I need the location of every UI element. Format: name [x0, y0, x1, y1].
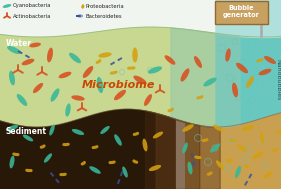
Ellipse shape [47, 48, 53, 62]
Ellipse shape [232, 83, 238, 97]
Ellipse shape [235, 166, 241, 178]
Ellipse shape [237, 145, 247, 151]
Ellipse shape [165, 55, 175, 65]
Ellipse shape [236, 63, 248, 73]
Text: Bacteroidetes: Bacteroidetes [85, 13, 122, 19]
Ellipse shape [187, 162, 192, 174]
Ellipse shape [6, 125, 18, 131]
Ellipse shape [148, 66, 162, 74]
Ellipse shape [153, 132, 163, 138]
Ellipse shape [29, 43, 41, 47]
Ellipse shape [114, 90, 126, 100]
Ellipse shape [213, 125, 223, 131]
Ellipse shape [252, 151, 264, 159]
Ellipse shape [89, 166, 101, 174]
Ellipse shape [203, 77, 217, 86]
Ellipse shape [142, 139, 148, 151]
Ellipse shape [216, 160, 224, 170]
Ellipse shape [33, 83, 43, 93]
Ellipse shape [7, 46, 21, 54]
Ellipse shape [259, 69, 271, 75]
Ellipse shape [51, 88, 60, 102]
Ellipse shape [225, 48, 231, 62]
Ellipse shape [69, 53, 81, 63]
Ellipse shape [44, 153, 52, 163]
FancyBboxPatch shape [214, 1, 268, 23]
Ellipse shape [144, 94, 152, 106]
Ellipse shape [149, 165, 161, 171]
Text: Actinobacteria: Actinobacteria [13, 13, 51, 19]
Ellipse shape [122, 167, 128, 177]
Ellipse shape [49, 125, 55, 136]
Text: Sediment: Sediment [6, 128, 47, 136]
Ellipse shape [263, 172, 273, 178]
Ellipse shape [9, 71, 15, 85]
Text: Proteobacteria: Proteobacteria [85, 4, 124, 9]
Ellipse shape [246, 76, 254, 88]
Text: Cyanobacteria: Cyanobacteria [13, 4, 51, 9]
Ellipse shape [22, 59, 34, 65]
Ellipse shape [98, 52, 112, 58]
Ellipse shape [72, 129, 84, 135]
Ellipse shape [10, 156, 15, 168]
Ellipse shape [3, 4, 11, 8]
Ellipse shape [181, 68, 189, 82]
Text: Microbiome: Microbiome [81, 80, 155, 90]
Ellipse shape [100, 126, 110, 134]
Ellipse shape [132, 47, 138, 63]
Ellipse shape [210, 143, 220, 153]
Text: Bubble
generator: Bubble generator [223, 5, 259, 19]
Ellipse shape [23, 135, 33, 141]
Ellipse shape [133, 76, 147, 84]
Ellipse shape [97, 77, 103, 93]
Ellipse shape [71, 95, 85, 101]
Ellipse shape [83, 66, 93, 78]
Text: Nanobubbles: Nanobubbles [275, 59, 280, 101]
Ellipse shape [182, 124, 194, 132]
Ellipse shape [194, 56, 202, 68]
Ellipse shape [260, 132, 264, 144]
Ellipse shape [114, 134, 122, 146]
Ellipse shape [182, 143, 188, 153]
Ellipse shape [65, 103, 71, 117]
Text: Water: Water [6, 40, 32, 49]
Ellipse shape [242, 125, 254, 131]
Ellipse shape [59, 72, 71, 78]
Ellipse shape [264, 56, 276, 64]
Ellipse shape [17, 94, 27, 106]
